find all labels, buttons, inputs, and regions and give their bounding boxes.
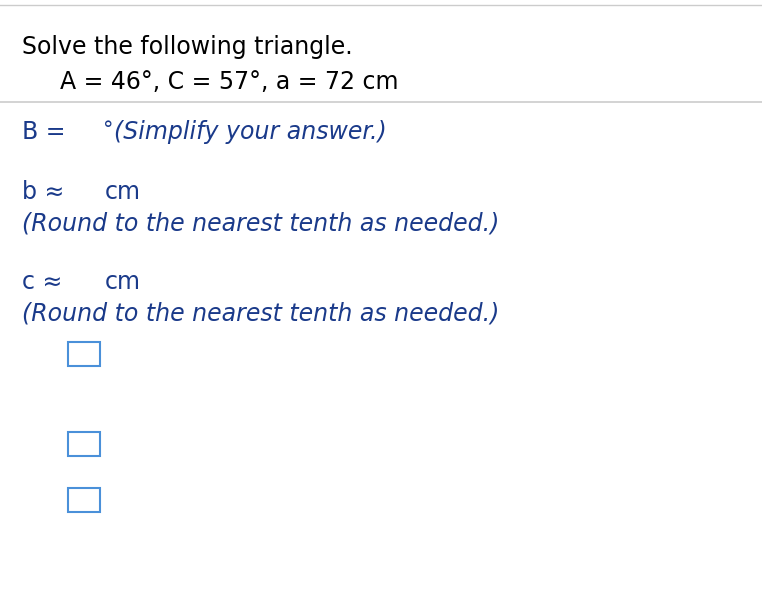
Text: (Simplify your answer.): (Simplify your answer.) xyxy=(114,120,387,144)
Text: cm: cm xyxy=(105,180,141,204)
Text: (Round to the nearest tenth as needed.): (Round to the nearest tenth as needed.) xyxy=(22,302,499,326)
FancyBboxPatch shape xyxy=(68,488,100,512)
Text: B =: B = xyxy=(22,120,73,144)
Text: A = 46°, C = 57°, a = 72 cm: A = 46°, C = 57°, a = 72 cm xyxy=(60,70,399,94)
Text: °: ° xyxy=(103,120,114,140)
Text: b ≈: b ≈ xyxy=(22,180,72,204)
FancyBboxPatch shape xyxy=(68,432,100,456)
Text: c ≈: c ≈ xyxy=(22,270,70,294)
Text: Solve the following triangle.: Solve the following triangle. xyxy=(22,35,353,59)
Text: cm: cm xyxy=(105,270,141,294)
Text: (Round to the nearest tenth as needed.): (Round to the nearest tenth as needed.) xyxy=(22,212,499,236)
FancyBboxPatch shape xyxy=(68,342,100,366)
